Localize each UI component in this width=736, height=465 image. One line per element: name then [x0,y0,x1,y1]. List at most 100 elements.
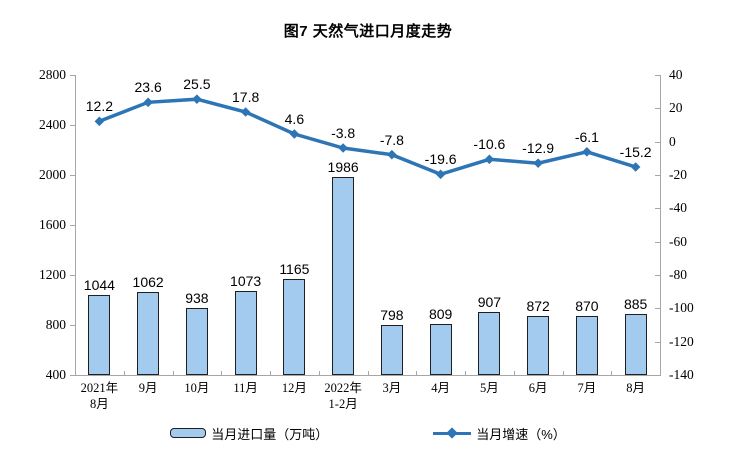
legend-bar-label: 当月进口量（万吨） [211,426,329,442]
x-tick-mark [270,371,271,375]
right-tick-label: 0 [669,133,676,149]
bar-value-label: 1044 [83,276,115,293]
right-tick-label: -40 [669,200,687,216]
bar [478,311,501,375]
right-tick-mark [655,241,660,243]
line-legend-swatch-icon [433,427,472,439]
line-value-label: -6.1 [574,128,599,145]
right-tick-label: -140 [669,367,694,382]
x-tick-mark [562,371,564,375]
legend: 当月进口量（万吨） 当月增速（%） [0,419,736,447]
bar [283,279,306,375]
x-category-label: 3月 [382,381,402,395]
left-tick-mark [70,125,75,126]
bar-value-label: 798 [380,307,404,324]
line-point-marker [192,94,202,104]
x-category-label: 10月 [184,381,210,395]
line-point-marker [484,154,495,165]
right-tick-label: -60 [669,233,687,249]
bar-value-label: 1986 [327,158,359,175]
bar [429,323,452,375]
bar [88,294,111,375]
x-tick-mark [611,371,613,375]
x-tick-mark [416,371,418,375]
right-axis-line [660,75,661,376]
bar [332,176,355,375]
bar [527,316,550,375]
right-tick-label: -20 [669,167,687,182]
line-value-label: 23.6 [134,79,162,96]
bar [137,292,160,375]
right-tick-label: -120 [669,333,694,349]
x-category-label: 2021年 8月 [80,381,119,411]
left-tick-label: 2400 [39,117,66,132]
left-tick-label: 400 [45,367,66,382]
bar [575,316,598,375]
x-category-label: 7月 [577,381,597,395]
line-value-label: 12.2 [85,98,113,115]
left-tick-mark [70,225,75,226]
x-category-label: 11月 [233,381,258,395]
right-tick-mark [655,375,660,376]
left-tick-label: 2000 [39,167,66,182]
line-point-marker [387,149,397,160]
left-tick-mark [70,375,75,376]
right-tick-label: 20 [669,100,683,116]
bar-value-label: 809 [428,305,453,322]
line-value-label: -19.6 [424,151,457,168]
right-tick-mark [655,341,660,343]
right-tick-mark [655,175,660,176]
right-tick-mark [655,308,660,310]
left-tick-mark [70,325,75,326]
right-tick-label: -80 [669,267,687,282]
x-axis-line [75,375,661,376]
bar [185,307,208,375]
x-tick-mark [318,371,320,375]
left-tick-label: 2800 [39,67,66,82]
legend-line-label: 当月增速（%） [476,426,566,442]
bar-value-label: 1165 [279,261,310,278]
line-value-label: -12.9 [522,140,555,157]
left-axis-line [75,75,76,376]
right-tick-mark [655,141,660,143]
line-value-label: -10.6 [473,136,506,153]
left-tick-label: 800 [45,317,66,332]
x-category-label: 2022年 1-2月 [324,381,362,411]
x-category-label: 9月 [138,381,158,395]
right-tick-mark [655,275,660,276]
line-point-marker [94,116,105,127]
line-value-label: 25.5 [183,76,211,93]
bar-value-label: 872 [526,298,550,314]
line-point-marker [630,162,641,172]
line-point-marker [289,129,300,139]
line-value-label: -3.8 [331,125,356,141]
bar-value-label: 938 [185,289,209,306]
line-point-marker [143,97,153,108]
line-value-label: -7.8 [379,131,404,148]
left-tick-label: 1200 [39,267,66,282]
line-value-label: 4.6 [284,111,305,127]
bar-legend-swatch-icon [170,428,207,438]
x-category-label: 6月 [528,381,548,395]
right-tick-label: -100 [669,300,694,316]
bar-value-label: 885 [623,296,648,313]
line-point-marker [582,147,592,157]
chart-title: 图7 天然气进口月度走势 [283,23,453,40]
x-tick-mark [221,371,223,375]
right-tick-mark [655,75,660,76]
left-tick-mark [70,175,75,176]
left-tick-label: 1600 [39,217,66,232]
legend-item-imports: 当月进口量（万吨） [170,424,328,443]
line-point-marker [240,107,251,117]
bar [380,325,403,375]
x-tick-mark [123,371,125,375]
bar [234,290,257,375]
left-tick-mark [70,75,75,76]
bar-value-label: 870 [575,298,599,315]
line-point-marker [338,143,348,153]
bar [624,314,647,375]
bar-value-label: 1062 [132,274,164,291]
x-category-label: 5月 [479,381,499,395]
x-category-label: 4月 [431,381,450,395]
